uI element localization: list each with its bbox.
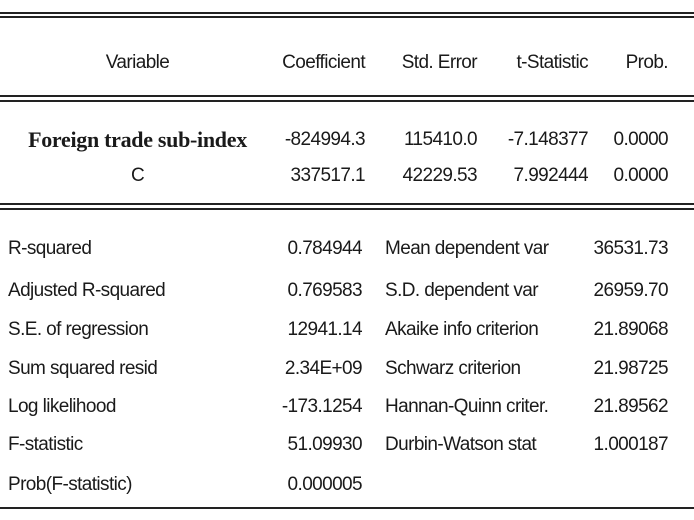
stat-label: Sum squared resid — [8, 358, 158, 379]
stat-value: 0.000005 — [287, 474, 363, 495]
cell-value: 0.0000 — [613, 165, 668, 186]
column-header: Prob. — [625, 52, 669, 73]
rule — [0, 208, 694, 210]
column-header: Variable — [105, 52, 170, 73]
stat-label: Akaike info criterion — [385, 319, 539, 340]
stat-label: F-statistic — [8, 434, 83, 455]
stat-value: 0.769583 — [287, 280, 363, 301]
variable-name: Foreign trade sub-index — [28, 127, 247, 152]
stat-value: 12941.14 — [287, 319, 363, 340]
rule — [0, 16, 694, 18]
stat-label: S.D. dependent var — [385, 280, 539, 301]
variable-name: C — [130, 165, 145, 186]
cell-value: 115410.0 — [403, 129, 478, 150]
stat-value: -173.1254 — [281, 396, 363, 417]
stat-value: 0.784944 — [287, 238, 363, 259]
rule — [0, 12, 694, 14]
stat-label: Mean dependent var — [385, 238, 549, 259]
stat-label: R-squared — [8, 238, 92, 259]
stat-value: 36531.73 — [593, 238, 669, 259]
cell-value: 0.0000 — [613, 129, 668, 150]
rule — [0, 95, 694, 97]
cell-value: 7.992444 — [513, 165, 589, 186]
cell-value: 42229.53 — [402, 165, 478, 186]
rule — [0, 507, 694, 509]
column-header: t-Statistic — [516, 52, 588, 73]
cell-value: -7.148377 — [507, 129, 589, 150]
stat-value: 2.34E+09 — [284, 358, 363, 379]
stat-label: Hannan-Quinn criter. — [385, 396, 549, 417]
stat-value: 51.09930 — [287, 434, 363, 455]
column-header: Std. Error — [401, 52, 478, 73]
stat-value: 21.89068 — [593, 319, 669, 340]
stat-value: 21.98725 — [593, 358, 669, 379]
stat-label: Prob(F-statistic) — [8, 474, 132, 495]
cell-value: 337517.1 — [290, 165, 366, 186]
stat-label: Log likelihood — [8, 396, 116, 417]
stat-value: 21.89562 — [593, 396, 669, 417]
stat-value: 26959.70 — [593, 280, 669, 301]
cell-value: -824994.3 — [284, 129, 366, 150]
column-header: Coefficient — [282, 52, 365, 73]
stat-label: Adjusted R-squared — [8, 280, 166, 301]
stat-label: Schwarz criterion — [385, 358, 521, 379]
rule — [0, 100, 694, 102]
stat-label: S.E. of regression — [8, 319, 149, 340]
stat-label: Durbin-Watson stat — [385, 434, 537, 455]
stat-value: 1.000187 — [593, 434, 669, 455]
rule — [0, 203, 694, 205]
